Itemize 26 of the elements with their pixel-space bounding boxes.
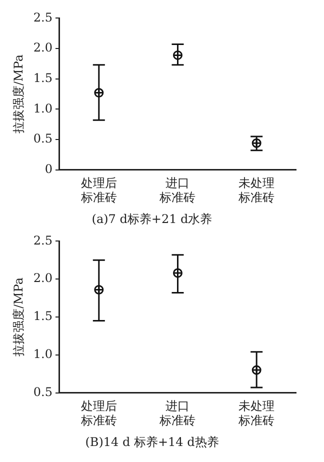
y-tick-label: 0.5 [33, 384, 52, 399]
y-tick-label: 1.5 [33, 70, 52, 85]
y-tick-label: 0 [44, 162, 52, 176]
y-tick-label: 2.0 [33, 40, 52, 55]
y-tick-label: 1.0 [33, 101, 52, 116]
point [172, 50, 182, 60]
x-tick-label: 未处理标准砖 [238, 176, 275, 205]
y-tick-label: 2.0 [33, 271, 52, 286]
y-tick-label: 2.5 [33, 233, 52, 248]
y-tick-label: 0.5 [33, 132, 52, 146]
point [252, 365, 262, 375]
x-tick-label: 进口标准砖 [158, 399, 196, 428]
text: (a)7 d标养+21 d水养 [92, 212, 212, 226]
x-tick-label: 进口标准砖 [158, 176, 196, 205]
y-tick-label: 2.5 [33, 10, 52, 24]
y-axis-title: 拉拔强度/MPa [11, 277, 26, 357]
y-tick-label: 1.0 [33, 347, 52, 362]
x-tick-label: 处理后标准砖 [80, 176, 117, 205]
point [172, 268, 182, 278]
point [94, 284, 104, 294]
text: (B)14 d 标养+14 d热养 [85, 434, 219, 449]
x-tick-label: 处理后标准砖 [80, 399, 117, 428]
x-tick-label: 未处理标准砖 [238, 399, 275, 428]
y-axis-title: 拉拔强度/MPa [11, 54, 26, 134]
point [94, 88, 104, 98]
y-tick-label: 1.5 [33, 309, 52, 324]
